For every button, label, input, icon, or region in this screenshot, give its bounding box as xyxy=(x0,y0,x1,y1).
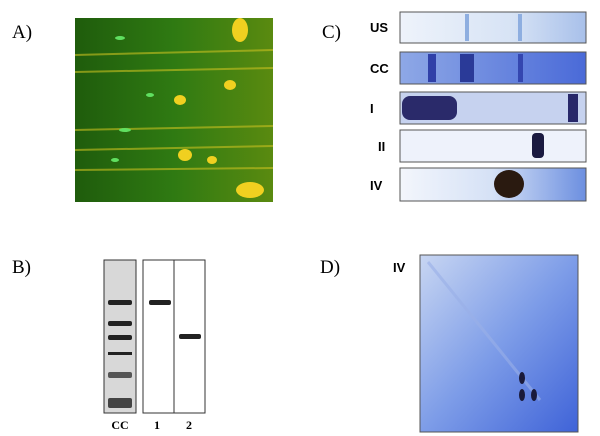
strip-label: CC xyxy=(370,61,389,76)
panel-label: D) xyxy=(320,257,340,278)
fluorescence-gel xyxy=(74,18,274,202)
2d-gel xyxy=(419,254,579,433)
panel-label: B) xyxy=(12,257,31,278)
panel-label: C) xyxy=(322,22,341,43)
strip-label: II xyxy=(378,139,385,154)
strip-label: US xyxy=(370,20,388,35)
lane-label: 1 xyxy=(154,418,160,432)
strip-label: I xyxy=(370,101,374,116)
sample-label: IV xyxy=(393,260,406,275)
lane-label: CC xyxy=(111,418,128,432)
strip-label: IV xyxy=(370,178,383,193)
panel-label: A) xyxy=(12,22,32,43)
lane-label: 2 xyxy=(186,418,192,432)
western-blot xyxy=(103,259,206,414)
